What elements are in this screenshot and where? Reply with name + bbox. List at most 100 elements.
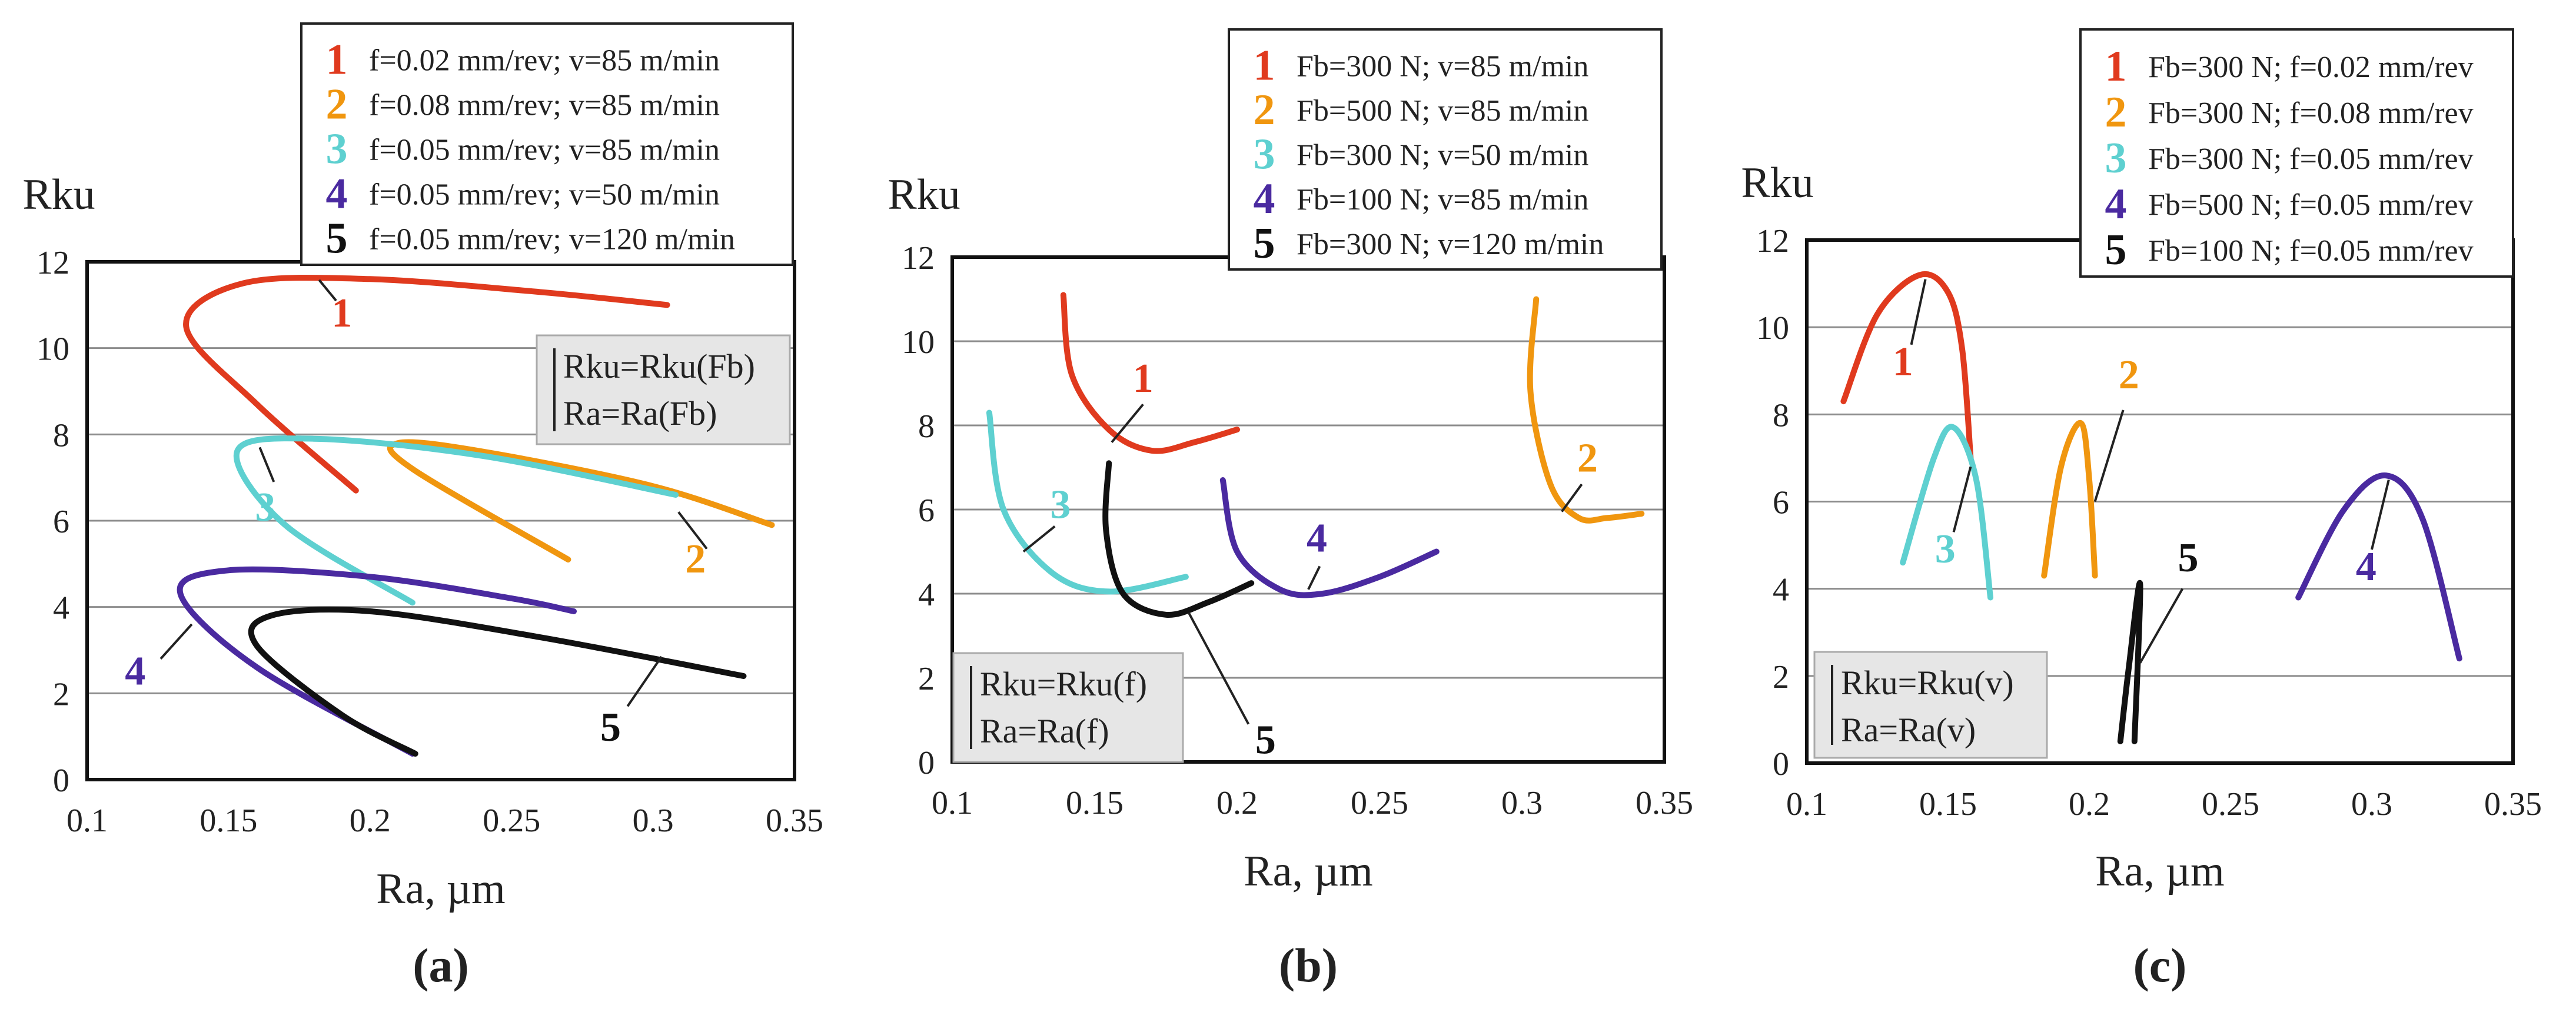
- legend-entry-text: Fb=500 N; v=85 m/min: [1297, 94, 1588, 128]
- series-curve-3: [986, 410, 1189, 595]
- y-tick-label: 8: [918, 408, 935, 445]
- curve-label-3: 3: [1935, 527, 1956, 572]
- leader-line: [2371, 479, 2390, 550]
- x-tick-label: 0.1: [932, 785, 973, 821]
- y-tick-label: 2: [918, 661, 935, 697]
- curve-label-1: 1: [331, 291, 352, 336]
- y-tick-label: 4: [1773, 572, 1789, 608]
- curve-label-3: 3: [1050, 482, 1071, 527]
- legend-entry-text: f=0.02 mm/rev; v=85 m/min: [369, 44, 720, 78]
- series-curve-3: [233, 435, 679, 606]
- y-axis-label: Rku: [888, 171, 960, 219]
- x-tick-label: 0.3: [2351, 786, 2392, 823]
- legend-entry-text: Fb=300 N; f=0.08 mm/rev: [2148, 96, 2474, 130]
- x-tick-label: 0.2: [1216, 785, 1258, 821]
- legend-number-2: 2: [1254, 86, 1275, 134]
- legend-entry-text: Fb=300 N; v=50 m/min: [1297, 139, 1588, 172]
- legend-number-3: 3: [326, 125, 348, 174]
- y-tick-label: 12: [902, 240, 935, 277]
- leader-line: [318, 279, 337, 302]
- x-tick-label: 0.35: [2484, 786, 2542, 823]
- series-curve-1: [1060, 292, 1240, 454]
- y-tick-label: 6: [918, 492, 935, 529]
- legend-entry-text: Fb=300 N; v=85 m/min: [1297, 49, 1588, 83]
- curve-label-4: 4: [125, 649, 145, 694]
- y-axis-label: Rku: [22, 171, 95, 219]
- series-curve-4: [177, 566, 577, 757]
- y-tick-label: 12: [36, 245, 69, 281]
- legend-number-4: 4: [2105, 180, 2127, 228]
- legend-number-5: 5: [326, 215, 348, 263]
- y-tick-label: 0: [1773, 746, 1789, 783]
- leader-line: [1561, 483, 1583, 512]
- legend-number-5: 5: [1254, 219, 1275, 268]
- series-curve-5: [2117, 580, 2143, 744]
- curve-label-1: 1: [1133, 356, 1154, 401]
- x-tick-label: 0.1: [67, 803, 108, 839]
- curve-label-5: 5: [600, 705, 621, 750]
- legend-box: [2079, 28, 2514, 278]
- x-tick-label: 0.25: [2202, 786, 2259, 823]
- series-curve-5: [1102, 460, 1255, 618]
- y-tick-label: 10: [1756, 310, 1789, 347]
- curve-label-1: 1: [1893, 339, 1913, 385]
- y-tick-label: 10: [902, 324, 935, 361]
- legend-entry-text: Fb=100 N; v=85 m/min: [1297, 183, 1588, 217]
- info-box: [952, 652, 1184, 763]
- x-tick-label: 0.2: [350, 803, 391, 839]
- leader-line: [1022, 525, 1056, 553]
- series-curve-2: [387, 439, 775, 562]
- legend-number-2: 2: [2105, 88, 2127, 137]
- legend-number-1: 1: [2105, 42, 2127, 91]
- x-tick-label: 0.35: [766, 803, 823, 839]
- legend-number-3: 3: [2105, 134, 2127, 182]
- series-curve-5: [248, 607, 747, 757]
- y-tick-label: 4: [53, 590, 69, 627]
- series-curve-2: [2041, 420, 2098, 579]
- leader-line: [1952, 466, 1972, 532]
- x-axis-label: Ra, µm: [1244, 847, 1372, 896]
- leader-line: [1307, 565, 1321, 590]
- legend-box: [1228, 28, 1663, 271]
- leader-line: [2093, 410, 2125, 502]
- info-box: [1813, 651, 2048, 759]
- curve-label-3: 3: [255, 485, 275, 530]
- legend-entry-text: f=0.05 mm/rev; v=120 m/min: [369, 223, 735, 257]
- x-axis-label: Ra, µm: [376, 865, 505, 913]
- legend-number-2: 2: [326, 81, 348, 129]
- legend-number-1: 1: [1254, 41, 1275, 89]
- x-tick-label: 0.15: [200, 803, 257, 839]
- curve-label-2: 2: [1577, 436, 1598, 481]
- legend-entry-text: Fb=300 N; f=0.02 mm/rev: [2148, 51, 2474, 84]
- y-tick-label: 6: [53, 504, 69, 540]
- series-curve-1: [183, 274, 670, 494]
- leader-line: [159, 623, 193, 660]
- series-curve-1: [1840, 271, 1974, 461]
- legend-entry-text: Fb=500 N; f=0.05 mm/rev: [2148, 188, 2474, 222]
- leader-line: [677, 511, 708, 550]
- info-line: Ra=Ra(Fb): [563, 394, 717, 432]
- y-tick-label: 0: [918, 745, 935, 781]
- info-line: Rku=Rku(f): [980, 665, 1147, 703]
- x-tick-label: 0.2: [2069, 786, 2110, 823]
- series-curve-3: [1900, 424, 1993, 601]
- x-tick-label: 0.3: [633, 803, 674, 839]
- info-line: Rku=Rku(Fb): [563, 347, 755, 385]
- series-curve-2: [1527, 296, 1645, 524]
- leader-line: [1111, 403, 1144, 443]
- legend-number-5: 5: [2105, 226, 2127, 274]
- info-line: Ra=Ra(f): [980, 712, 1109, 750]
- y-tick-label: 8: [1773, 397, 1789, 434]
- x-axis-label: Ra, µm: [2095, 847, 2224, 896]
- leader-line: [258, 447, 275, 482]
- x-tick-label: 0.25: [1351, 785, 1408, 821]
- curve-label-5: 5: [1255, 718, 1276, 763]
- x-tick-label: 0.1: [1786, 786, 1827, 823]
- legend-entry-text: f=0.08 mm/rev; v=85 m/min: [369, 89, 720, 122]
- series-curve-4: [2295, 472, 2462, 662]
- y-tick-label: 2: [53, 676, 69, 713]
- y-tick-label: 12: [1756, 223, 1789, 259]
